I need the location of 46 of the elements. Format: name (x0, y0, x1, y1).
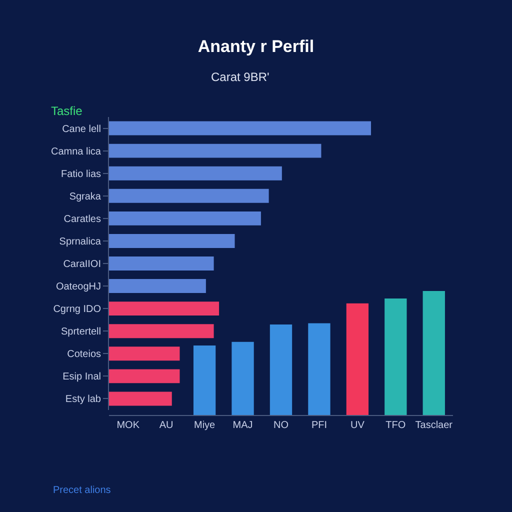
bar (109, 256, 214, 270)
y-tick-label: Fatio lias (60, 168, 101, 180)
bar (193, 346, 216, 415)
text: Tasfie (51, 104, 83, 118)
y-tick-label: Cgrng IDO (53, 304, 102, 316)
y-tick-label: OateoɡHJ (56, 282, 101, 293)
x-tick-label: MAJ (232, 420, 253, 431)
x-tick-label: Tasclaer (415, 420, 454, 431)
bar (109, 324, 214, 338)
x-tick-label: UV (350, 420, 365, 431)
bar (346, 303, 369, 415)
y-tick-label: Esty lab (65, 394, 102, 406)
x-tick-label: Miye (194, 420, 216, 431)
x-tick-label: NO (274, 420, 289, 431)
chart-title: Ananty r Perfil (198, 37, 314, 56)
x-tick-label: TFO (386, 420, 406, 431)
x-tick-label: MOK (116, 420, 140, 431)
y-tick-label: Sgraka (69, 191, 102, 202)
text: Precet alions (53, 485, 111, 496)
y-tick-label: Sprtertell (60, 326, 101, 338)
y-tick-label: Coteios (67, 349, 101, 360)
bar (109, 121, 371, 136)
bar (232, 342, 254, 415)
bar (109, 166, 282, 180)
bar (109, 392, 172, 406)
bar (308, 323, 330, 415)
x-tick-label: PFI (311, 420, 327, 431)
bar (270, 324, 292, 415)
x-tick-label: AU (159, 420, 174, 431)
y-tick-label: Cane lell (62, 124, 101, 135)
y-tick-label: Esip Inal (62, 372, 101, 383)
y-tick-label: Caratles (64, 214, 101, 225)
bar (109, 302, 220, 316)
bar (109, 279, 206, 294)
bar (384, 298, 407, 415)
chart-subtitle: Carat 9BR' (211, 70, 270, 84)
bar (109, 234, 235, 248)
bar (109, 369, 180, 384)
bar (422, 291, 445, 415)
y-tick-label: Camna lica (50, 146, 102, 158)
bar (109, 144, 322, 158)
bar (109, 211, 261, 226)
bar (109, 346, 180, 361)
y-tick-label: Sprnalica (59, 236, 102, 248)
y-tick-label: CaraIIOI (63, 259, 101, 270)
bar (109, 188, 269, 203)
